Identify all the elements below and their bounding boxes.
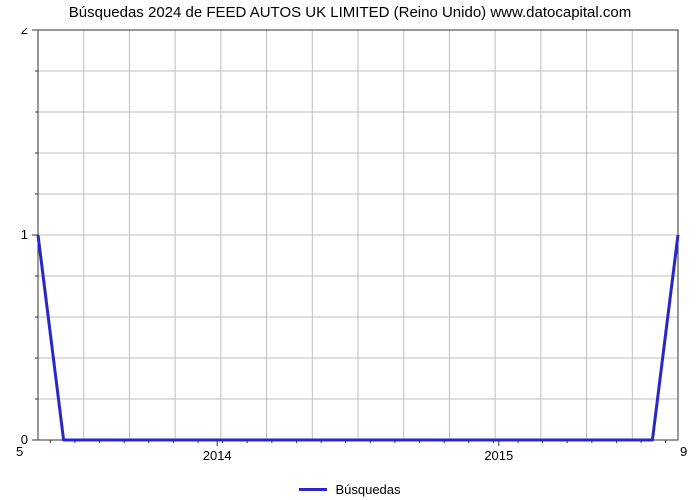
chart-container: Búsquedas 2024 de FEED AUTOS UK LIMITED … xyxy=(0,0,700,500)
legend-swatch xyxy=(299,488,327,491)
legend-item: Búsquedas xyxy=(299,482,400,497)
svg-text:2014: 2014 xyxy=(203,448,232,463)
svg-text:2015: 2015 xyxy=(484,448,513,463)
chart-title: Búsquedas 2024 de FEED AUTOS UK LIMITED … xyxy=(0,4,700,21)
svg-text:2: 2 xyxy=(21,28,28,37)
corner-label-bottom-right: 9 xyxy=(680,444,687,459)
legend-label: Búsquedas xyxy=(335,482,400,497)
legend: Búsquedas xyxy=(0,478,700,497)
chart-plot: 01220142015 xyxy=(16,28,688,470)
corner-label-bottom-left: 5 xyxy=(16,444,23,459)
svg-text:1: 1 xyxy=(21,227,28,242)
